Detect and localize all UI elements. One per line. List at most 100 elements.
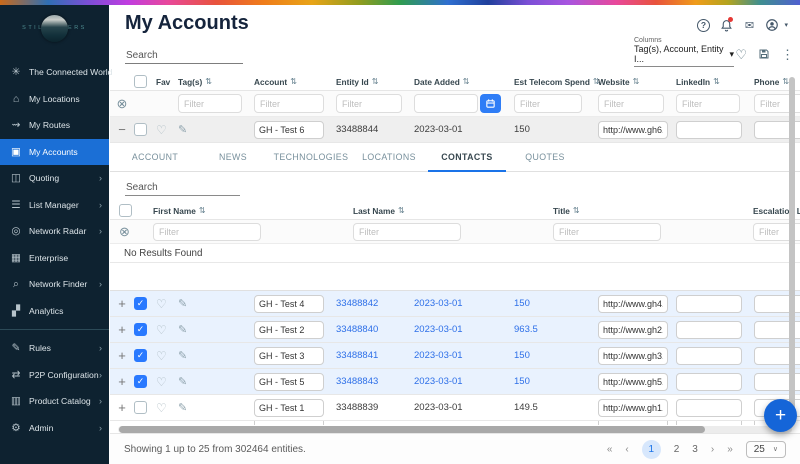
- tab-news[interactable]: NEWS: [194, 143, 272, 171]
- filter-entity-id-input[interactable]: [336, 94, 402, 113]
- page-button-3[interactable]: 3: [692, 444, 698, 455]
- app-logo[interactable]: STILLWATERS: [0, 5, 109, 51]
- filter-title-input[interactable]: [553, 223, 661, 241]
- website-input[interactable]: [598, 373, 668, 391]
- entity-id-value[interactable]: 33488844: [336, 124, 378, 135]
- favorite-heart-icon[interactable]: ♡: [156, 297, 167, 311]
- column-header-first-name[interactable]: First Name: [153, 206, 196, 216]
- sort-icon[interactable]: ⇅: [633, 77, 640, 86]
- account-caret-icon[interactable]: ▾: [784, 21, 788, 29]
- row-checkbox[interactable]: [134, 123, 147, 136]
- save-icon[interactable]: [758, 48, 770, 63]
- column-header-date-added[interactable]: Date Added: [414, 77, 460, 87]
- linkedin-input[interactable]: [676, 373, 742, 391]
- website-input[interactable]: [598, 121, 668, 139]
- account-row[interactable]: + ✓ ♡ ✎ 33488841 2023-03-01 150: [110, 343, 800, 369]
- website-input[interactable]: [598, 321, 668, 339]
- help-icon[interactable]: ?: [696, 18, 710, 32]
- sort-icon[interactable]: ⇅: [713, 77, 720, 86]
- sidebar-item-analytics[interactable]: ▞ Analytics: [0, 298, 109, 325]
- kebab-menu-icon[interactable]: ⋮: [781, 47, 794, 63]
- edit-tags-icon[interactable]: ✎: [178, 401, 187, 414]
- edit-tags-icon[interactable]: ✎: [178, 375, 187, 388]
- expand-icon[interactable]: +: [118, 322, 126, 337]
- sidebar-item-admin[interactable]: ⚙ Admin ›: [0, 415, 109, 442]
- account-name-input[interactable]: [254, 347, 324, 365]
- entity-id-link[interactable]: 33488843: [336, 376, 378, 387]
- edit-tags-icon[interactable]: ✎: [178, 323, 187, 336]
- filter-tags-input[interactable]: [178, 94, 242, 113]
- tab-quotes[interactable]: QUOTES: [506, 143, 584, 171]
- select-all-checkbox[interactable]: [134, 75, 147, 88]
- account-name-input[interactable]: [254, 121, 324, 139]
- entity-id-link[interactable]: 33488840: [336, 324, 378, 335]
- row-checkbox[interactable]: ✓: [134, 297, 147, 310]
- tab-account[interactable]: ACCOUNT: [116, 143, 194, 171]
- sidebar-item-my-routes[interactable]: ⇝ My Routes: [0, 112, 109, 139]
- vertical-scrollbar[interactable]: [789, 77, 795, 424]
- account-name-input[interactable]: [254, 321, 324, 339]
- column-header-est-telecom-spend[interactable]: Est Telecom Spend: [514, 77, 590, 87]
- previous-page-button[interactable]: ‹: [625, 444, 628, 455]
- entity-id-link[interactable]: 33488841: [336, 350, 378, 361]
- row-checkbox[interactable]: ✓: [134, 349, 147, 362]
- columns-dropdown[interactable]: Columns Tag(s), Account, Entity I... ▾: [634, 37, 734, 67]
- sidebar-item-network-finder[interactable]: ⌕ Network Finder ›: [0, 271, 109, 298]
- mail-icon[interactable]: ✉: [742, 18, 756, 32]
- edit-tags-icon[interactable]: ✎: [178, 297, 187, 310]
- next-page-button[interactable]: ›: [711, 444, 714, 455]
- tab-locations[interactable]: LOCATIONS: [350, 143, 428, 171]
- account-avatar-icon[interactable]: [765, 18, 779, 32]
- row-checkbox[interactable]: ✓: [134, 375, 147, 388]
- expand-icon[interactable]: +: [118, 348, 126, 363]
- sidebar-item-enterprise[interactable]: ▦ Enterprise: [0, 245, 109, 272]
- entity-id-value[interactable]: 33488839: [336, 402, 378, 413]
- entity-id-link[interactable]: 33488842: [336, 298, 378, 309]
- expand-icon[interactable]: +: [118, 374, 126, 389]
- sidebar-item-p2p-configuration[interactable]: ⇄ P2P Configuration ›: [0, 362, 109, 389]
- tab-technologies[interactable]: TECHNOLOGIES: [272, 143, 350, 171]
- website-input[interactable]: [598, 347, 668, 365]
- column-header-account[interactable]: Account: [254, 77, 287, 87]
- column-header-entity-id[interactable]: Entity Id: [336, 77, 369, 87]
- sort-icon[interactable]: ⇅: [205, 77, 212, 86]
- sidebar-item-list-manager[interactable]: ☰ List Manager ›: [0, 192, 109, 219]
- filter-website-input[interactable]: [598, 94, 664, 113]
- edit-tags-icon[interactable]: ✎: [178, 123, 187, 136]
- column-header-tags[interactable]: Tag(s): [178, 77, 202, 87]
- collapse-icon[interactable]: −: [118, 122, 126, 137]
- account-row[interactable]: + ✓ ♡ ✎ 33488843 2023-03-01 150: [110, 369, 800, 395]
- sort-icon[interactable]: ⇅: [372, 77, 379, 86]
- website-input[interactable]: [598, 399, 668, 417]
- page-button-2[interactable]: 2: [674, 444, 680, 455]
- calendar-button[interactable]: [480, 94, 501, 113]
- notifications-bell-icon[interactable]: [719, 18, 733, 32]
- filter-account-input[interactable]: [254, 94, 324, 113]
- tab-contacts[interactable]: CONTACTS: [428, 143, 506, 171]
- add-account-fab[interactable]: +: [764, 399, 797, 432]
- account-row[interactable]: + ♡ ✎ 33488839 2023-03-01 149.5: [110, 395, 800, 421]
- page-button-1[interactable]: 1: [642, 440, 661, 459]
- sidebar-item-product-catalog[interactable]: ▥ Product Catalog ›: [0, 388, 109, 415]
- filter-est-telecom-spend-input[interactable]: [514, 94, 582, 113]
- column-header-linkedin[interactable]: LinkedIn: [676, 77, 710, 87]
- linkedin-input[interactable]: [676, 347, 742, 365]
- linkedin-input[interactable]: [676, 399, 742, 417]
- sort-icon[interactable]: ⇅: [199, 206, 206, 215]
- page-size-select[interactable]: 25 ∨: [746, 441, 786, 458]
- sort-icon[interactable]: ⇅: [573, 206, 580, 215]
- favorite-heart-icon[interactable]: ♡: [156, 349, 167, 363]
- edit-tags-icon[interactable]: ✎: [178, 349, 187, 362]
- row-checkbox[interactable]: [134, 401, 147, 414]
- account-name-input[interactable]: [254, 373, 324, 391]
- column-header-website[interactable]: Website: [598, 77, 630, 87]
- filter-linkedin-input[interactable]: [676, 94, 740, 113]
- sort-icon[interactable]: ⇅: [463, 77, 470, 86]
- linkedin-input[interactable]: [676, 121, 742, 139]
- account-row-expanded[interactable]: − ♡ ✎ 33488844 2023-03-01 150: [110, 117, 800, 143]
- sidebar-item-the-connected-world[interactable]: ✳ The Connected World: [0, 59, 109, 86]
- column-header-phone[interactable]: Phone: [754, 77, 779, 87]
- account-name-input[interactable]: [254, 399, 324, 417]
- horizontal-scrollbar-thumb[interactable]: [119, 426, 705, 433]
- account-name-input[interactable]: [254, 295, 324, 313]
